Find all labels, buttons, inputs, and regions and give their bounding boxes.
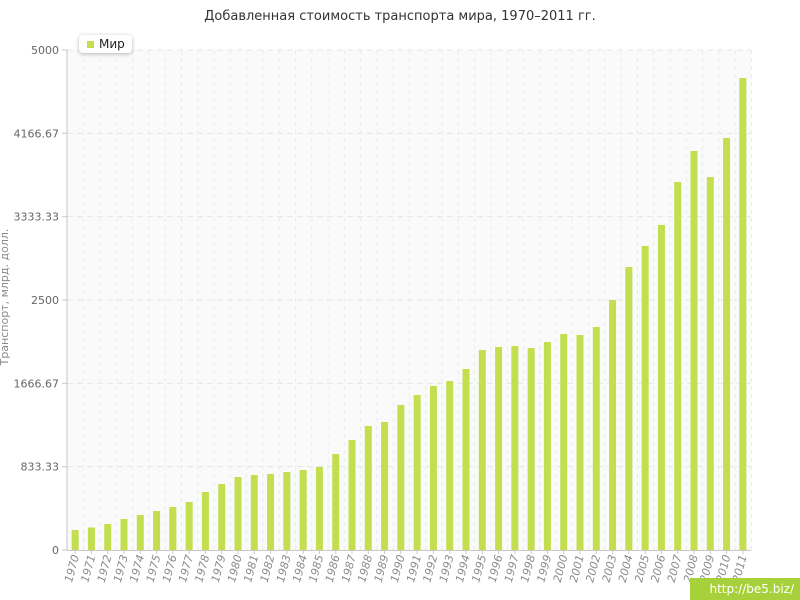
bar-1997[interactable]	[511, 346, 519, 550]
bar-2009[interactable]	[706, 177, 714, 550]
bar-1984[interactable]	[299, 470, 307, 550]
bar-2010[interactable]	[723, 138, 731, 550]
legend-label: Мир	[99, 37, 125, 51]
bar-1993[interactable]	[446, 381, 454, 550]
y-tick-labels: 0 833.33 1666.67 2500 3333.33 4166.67 5000	[14, 44, 60, 557]
bar-1990[interactable]	[397, 405, 405, 550]
bar-1994[interactable]	[462, 369, 470, 550]
bar-1992[interactable]	[429, 386, 437, 550]
bar-1986[interactable]	[332, 454, 340, 550]
legend[interactable]: Мир	[79, 35, 132, 53]
bar-2005[interactable]	[641, 246, 649, 550]
bar-1996[interactable]	[495, 347, 503, 550]
bar-1987[interactable]	[348, 440, 356, 550]
bar-1995[interactable]	[478, 350, 486, 550]
bar-1981[interactable]	[250, 475, 258, 550]
y-tick-label: 1666.67	[14, 377, 60, 390]
y-tick-label: 2500	[31, 294, 59, 307]
bar-1999[interactable]	[543, 342, 551, 550]
bar-1988[interactable]	[364, 426, 372, 550]
bar-1978[interactable]	[201, 492, 209, 550]
bar-1977[interactable]	[185, 502, 193, 550]
y-tick-label: 5000	[31, 44, 59, 57]
bar-1970[interactable]	[71, 530, 79, 550]
y-tick-label: 4166.67	[14, 127, 60, 140]
bar-1979[interactable]	[218, 484, 226, 550]
bar-2006[interactable]	[657, 225, 665, 550]
legend-swatch	[87, 40, 94, 48]
bar-1974[interactable]	[136, 515, 144, 550]
y-tick-label: 0	[52, 544, 59, 557]
bar-1989[interactable]	[381, 422, 389, 550]
axes	[62, 49, 751, 554]
bar-2000[interactable]	[560, 334, 568, 550]
x-tick-labels: 1970197119721973197419751976197719781979…	[62, 553, 750, 583]
bar-1975[interactable]	[153, 511, 161, 550]
watermark[interactable]: http://be5.biz/	[690, 578, 800, 600]
y-axis-label: Транспорт, млрд. долл.	[0, 228, 11, 366]
bar-2007[interactable]	[674, 182, 682, 550]
bar-1971[interactable]	[87, 527, 95, 551]
bar-1983[interactable]	[283, 472, 291, 550]
bar-1976[interactable]	[169, 507, 177, 550]
y-tick-label: 833.33	[21, 461, 60, 474]
bar-2001[interactable]	[576, 335, 584, 550]
bar-2004[interactable]	[625, 267, 633, 550]
grid	[67, 49, 752, 550]
bar-2011[interactable]	[739, 78, 747, 550]
chart-title: Добавленная стоимость транспорта мира, 1…	[204, 9, 596, 24]
bar-1972[interactable]	[104, 524, 112, 550]
bar-1980[interactable]	[234, 477, 242, 550]
bar-2003[interactable]	[609, 300, 617, 550]
y-tick-label: 3333.33	[14, 211, 60, 224]
bar-1985[interactable]	[315, 467, 323, 550]
bar-2002[interactable]	[592, 327, 600, 550]
bar-1982[interactable]	[267, 474, 275, 550]
bar-1998[interactable]	[527, 348, 535, 550]
bar-1991[interactable]	[413, 395, 421, 550]
bar-2008[interactable]	[690, 151, 698, 550]
bar-series	[71, 78, 747, 551]
bar-1973[interactable]	[120, 519, 128, 550]
